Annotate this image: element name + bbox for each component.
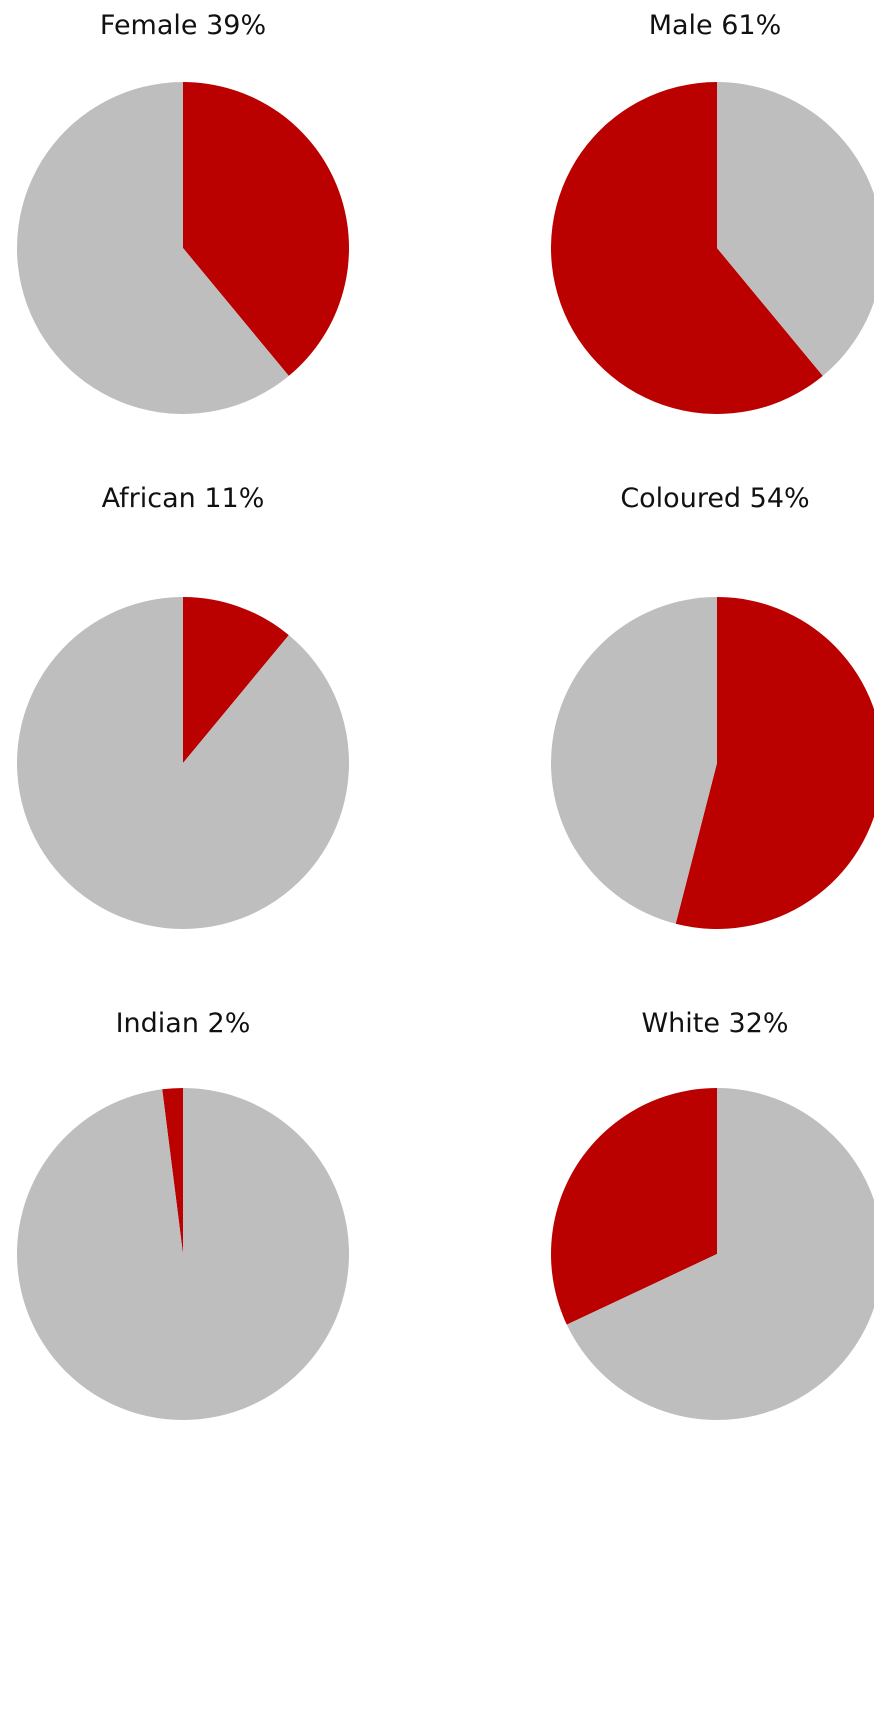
pie-chart-white: White 32% — [532, 1008, 874, 1420]
pie-svg — [16, 1088, 349, 1420]
pie-chart-african: African 11% — [0, 483, 366, 935]
chart-title: Male 61% — [648, 10, 782, 41]
pie-slice-remainder — [16, 1088, 349, 1420]
pie-chart-coloured: Coloured 54% — [532, 483, 874, 935]
pie-svg — [551, 82, 874, 415]
pie-slice-highlight — [551, 1088, 717, 1325]
pie-svg — [16, 82, 349, 414]
chart-title: White 32% — [641, 1008, 789, 1039]
pie-svg — [551, 1088, 874, 1420]
pie-chart-female: Female 39% — [0, 10, 366, 420]
pie-slice-remainder — [717, 82, 874, 376]
pie-slice-remainder — [566, 1088, 874, 1420]
pie-slice-remainder — [16, 82, 289, 414]
pie-chart-male: Male 61% — [532, 10, 874, 420]
pie-slice-highlight — [162, 1088, 183, 1254]
pie-svg — [551, 597, 874, 929]
pie-slice-highlight — [183, 82, 349, 376]
pie-slice-highlight — [183, 597, 289, 763]
pie-slice-remainder — [551, 597, 717, 924]
chart-title: Coloured 54% — [620, 483, 810, 514]
pie-slice-remainder — [16, 597, 349, 929]
pie-slice-highlight — [675, 597, 874, 929]
chart-title: Indian 2% — [115, 1008, 251, 1039]
pie-svg — [16, 597, 349, 929]
chart-title: Female 39% — [99, 10, 267, 41]
pie-chart-indian: Indian 2% — [0, 1008, 366, 1420]
chart-title: African 11% — [101, 483, 265, 514]
pie-slice-highlight — [551, 82, 823, 415]
